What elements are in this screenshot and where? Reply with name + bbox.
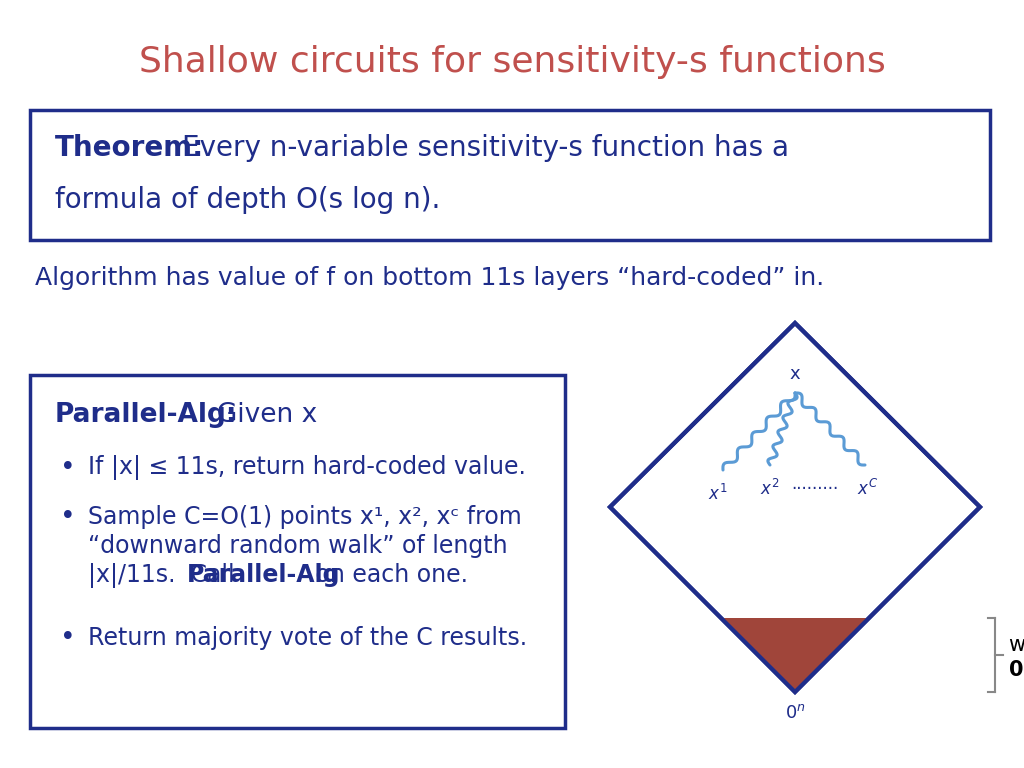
Text: “downward random walk” of length: “downward random walk” of length — [88, 534, 508, 558]
Text: •: • — [60, 625, 76, 651]
Polygon shape — [721, 618, 869, 692]
Polygon shape — [610, 323, 980, 692]
Text: If |x| ≤ 11s, return hard-coded value.: If |x| ≤ 11s, return hard-coded value. — [88, 455, 526, 481]
Bar — [30, 110, 990, 240]
Text: Parallel-Alg: Parallel-Alg — [187, 563, 341, 587]
Text: 0,…,11s: 0,…,11s — [1009, 660, 1024, 680]
Text: Every n-variable sensitivity-s function has a: Every n-variable sensitivity-s function … — [182, 134, 790, 162]
Text: formula of depth O(s log n).: formula of depth O(s log n). — [55, 186, 440, 214]
Text: Algorithm has value of f on bottom 11s layers “hard-coded” in.: Algorithm has value of f on bottom 11s l… — [35, 266, 824, 290]
Text: |x|/11s.  Call: |x|/11s. Call — [88, 562, 242, 588]
Text: $0^n$: $0^n$ — [784, 704, 806, 722]
Text: Given x: Given x — [200, 402, 317, 428]
Text: $x^C$: $x^C$ — [857, 479, 879, 499]
Text: Theorem:: Theorem: — [55, 134, 204, 162]
Text: x: x — [790, 365, 801, 383]
Text: weight levels: weight levels — [1009, 635, 1024, 655]
Text: .........: ......... — [792, 475, 839, 493]
Text: Parallel-Alg:: Parallel-Alg: — [55, 402, 238, 428]
Text: •: • — [60, 504, 76, 530]
Text: $x^1$: $x^1$ — [709, 484, 728, 504]
Text: Sample C=O(1) points x¹, x², xᶜ from: Sample C=O(1) points x¹, x², xᶜ from — [88, 505, 522, 529]
Text: Shallow circuits for sensitivity-s functions: Shallow circuits for sensitivity-s funct… — [138, 45, 886, 79]
Text: Return majority vote of the C results.: Return majority vote of the C results. — [88, 626, 527, 650]
Text: on each one.: on each one. — [308, 563, 468, 587]
Bar — [30, 375, 565, 728]
Text: $x^2$: $x^2$ — [761, 479, 779, 499]
Text: •: • — [60, 455, 76, 481]
